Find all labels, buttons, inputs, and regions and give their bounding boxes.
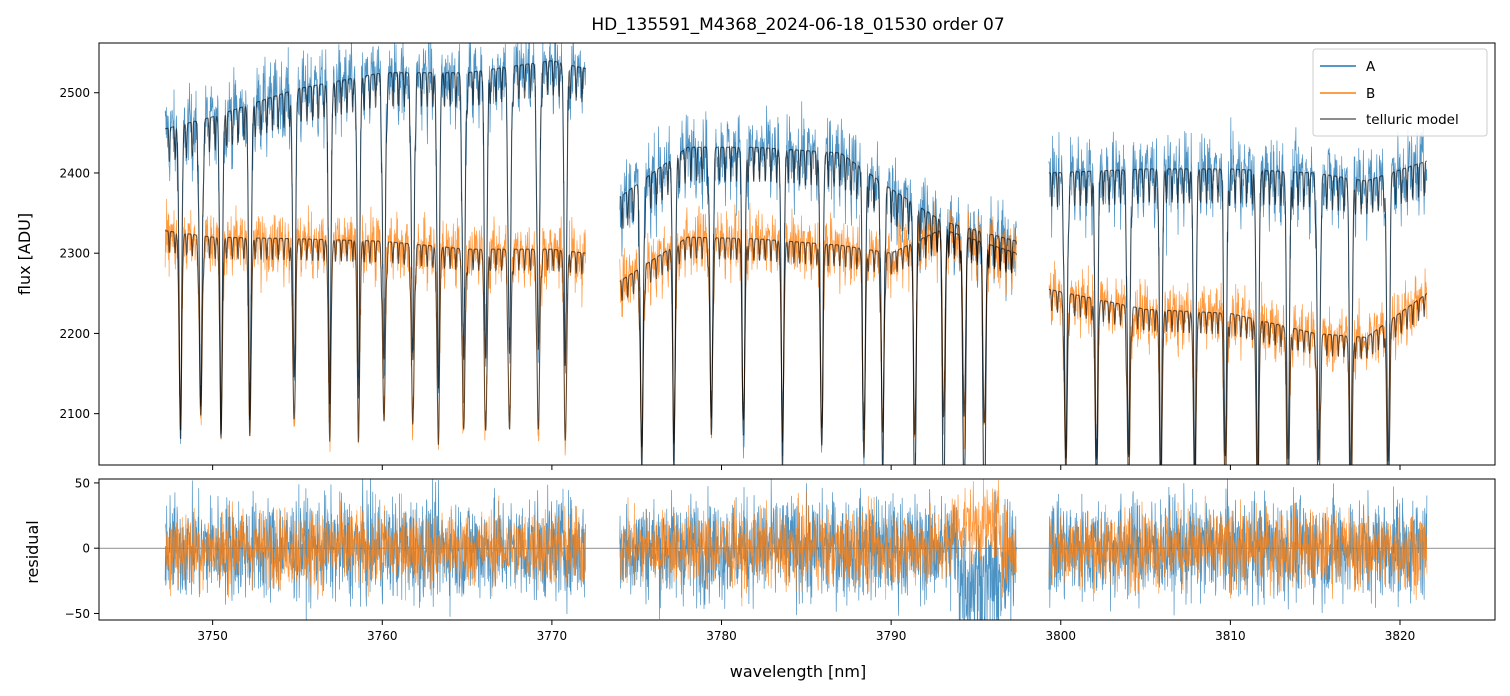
chart-title: HD_135591_M4368_2024-06-18_01530 order 0… [591, 15, 1004, 35]
legend: A B telluric model [1312, 48, 1488, 137]
x-tick-label: 3790 [876, 629, 907, 643]
top-y-tick-label: 2300 [59, 247, 90, 261]
x-axis-label: wavelength [nm] [730, 662, 867, 681]
series-b-flux [164, 198, 1428, 465]
telluric-model-a [164, 60, 1428, 465]
x-tick-label: 3780 [706, 629, 737, 643]
x-tick-label: 3770 [537, 629, 568, 643]
top-panel: 2100 2200 2300 2400 2500 flux [ADU] A B tell… [15, 42, 1496, 470]
bottom-y-tick-label: 50 [75, 476, 90, 490]
bottom-y-tick-label: 0 [82, 542, 90, 556]
x-tick-label: 3750 [197, 629, 228, 643]
bottom-axes-frame [98, 478, 1496, 621]
top-x-ticks [212, 465, 1401, 470]
telluric-model-b [165, 230, 1428, 465]
legend-label-telluric: telluric model [1366, 112, 1459, 128]
bottom-y-tick-label: −50 [65, 607, 90, 621]
top-y-tick-label: 2500 [59, 86, 90, 100]
x-tick-label: 3820 [1385, 629, 1416, 643]
x-tick-label: 3800 [1045, 629, 1076, 643]
legend-frame [1312, 48, 1488, 137]
legend-label-a: A [1366, 59, 1376, 75]
residual-b [164, 479, 1428, 607]
top-y-tick-label: 2400 [59, 166, 90, 180]
top-y-tick-label: 2100 [59, 407, 90, 421]
bottom-plot-area [99, 479, 1495, 620]
top-y-axis-label: flux [ADU] [15, 213, 34, 295]
top-y-ticks: 2100 2200 2300 2400 2500 [59, 86, 99, 421]
bottom-y-ticks: −50 0 50 [65, 476, 99, 621]
top-axes-frame [98, 42, 1496, 466]
legend-label-b: B [1366, 86, 1375, 102]
x-tick-label: 3760 [367, 629, 398, 643]
top-plot-area [164, 43, 1428, 465]
top-y-tick-label: 2200 [59, 327, 90, 341]
x-tick-label: 3810 [1215, 629, 1246, 643]
bottom-y-axis-label: residual [23, 520, 42, 583]
bottom-x-ticks: 3750 3760 3770 3780 3790 3800 3810 3820 [197, 620, 1415, 643]
